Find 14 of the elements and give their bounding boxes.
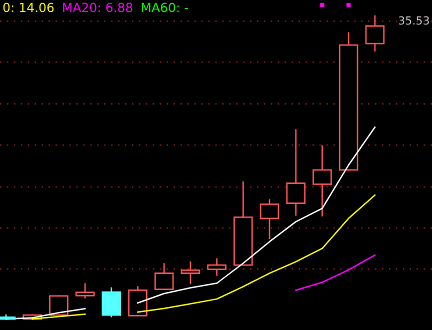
candlestick (207, 258, 226, 276)
legend-label: MA60: - (142, 2, 188, 12)
candlestick (260, 199, 280, 240)
candlestick (286, 129, 306, 216)
candlestick (49, 295, 68, 316)
candlestick (180, 261, 200, 284)
candlestick (154, 263, 174, 290)
candlestick (102, 287, 122, 318)
text: 0: 14.06 (3, 2, 54, 12)
candlestick (312, 145, 332, 216)
text: MA20: 6.88 (63, 2, 132, 12)
text: 35.53 (398, 16, 429, 25)
candlestick (365, 15, 385, 52)
candlestick (75, 283, 95, 298)
